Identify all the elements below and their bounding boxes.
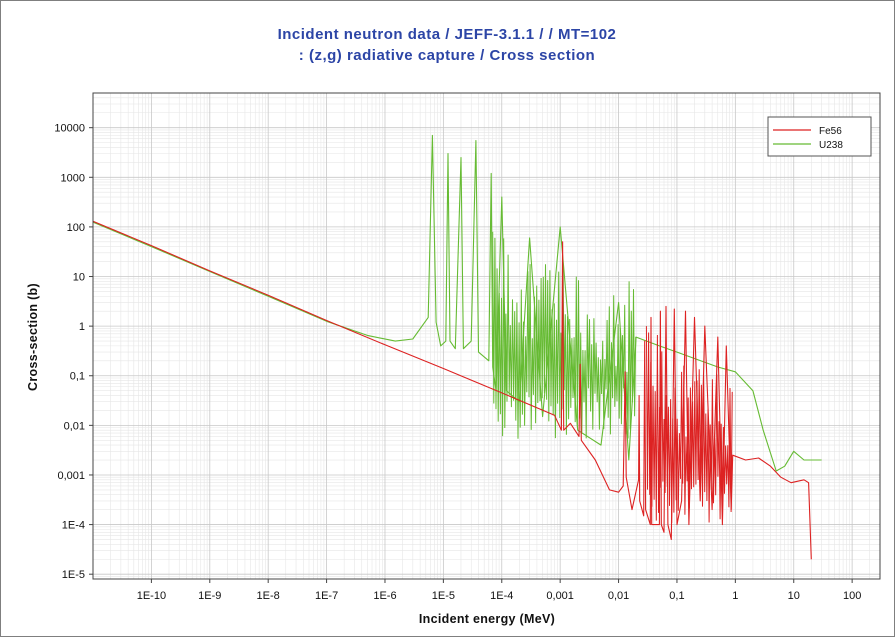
- series-layer: [93, 134, 822, 560]
- chart-title: Incident neutron data / JEFF-3.1.1 / / M…: [278, 26, 617, 64]
- chart-title-line-1: Incident neutron data / JEFF-3.1.1 / / M…: [278, 26, 617, 43]
- x-tick-label: 1E-4: [490, 590, 513, 602]
- y-tick-label: 1000: [61, 172, 85, 184]
- x-tick-label: 1E-8: [257, 590, 280, 602]
- chart-title-line-2: : (z,g) radiative capture / Cross sectio…: [299, 47, 595, 64]
- y-tick-label: 0,1: [70, 371, 85, 383]
- plot-area: [93, 93, 880, 579]
- series-fe56-line: [93, 220, 812, 560]
- x-tick-label: 1E-9: [198, 590, 221, 602]
- x-tick-label: 1E-5: [432, 590, 455, 602]
- y-tick-label: 0,01: [64, 420, 85, 432]
- y-tick-label: 1E-4: [62, 520, 85, 532]
- ticks: 1E-10 1E-9 1E-8 1E-7 1E-6 1E-5 1E-4 0,001 0,01 0,…: [54, 123, 861, 602]
- y-tick-label: 1: [79, 321, 85, 333]
- x-tick-label: 1E-10: [137, 590, 166, 602]
- x-tick-label: 100: [843, 590, 861, 602]
- y-tick-label: 100: [67, 222, 85, 234]
- y-axis-title: Cross-section (b): [26, 283, 40, 391]
- legend-label-fe56: Fe56: [819, 126, 842, 137]
- y-tick-label: 0,001: [57, 470, 85, 482]
- y-tick-label: 10: [73, 272, 85, 284]
- legend: Fe56 U238: [767, 116, 872, 157]
- x-tick-label: 1: [732, 590, 738, 602]
- series-u238-line: [93, 134, 822, 472]
- x-axis-title: Incident energy (MeV): [419, 612, 555, 626]
- legend-label-u238: U238: [819, 140, 843, 151]
- grid: [93, 92, 881, 580]
- x-tick-label: 1E-6: [373, 590, 396, 602]
- x-tick-label: 0,001: [546, 590, 574, 602]
- x-tick-label: 1E-7: [315, 590, 338, 602]
- legend-box: [767, 116, 872, 157]
- plot-border: [92, 92, 881, 580]
- x-tick-label: 10: [788, 590, 800, 602]
- y-tick-label: 10000: [54, 123, 85, 135]
- x-tick-label: 0,1: [669, 590, 684, 602]
- x-tick-label: 0,01: [608, 590, 629, 602]
- y-tick-label: 1E-5: [62, 569, 85, 581]
